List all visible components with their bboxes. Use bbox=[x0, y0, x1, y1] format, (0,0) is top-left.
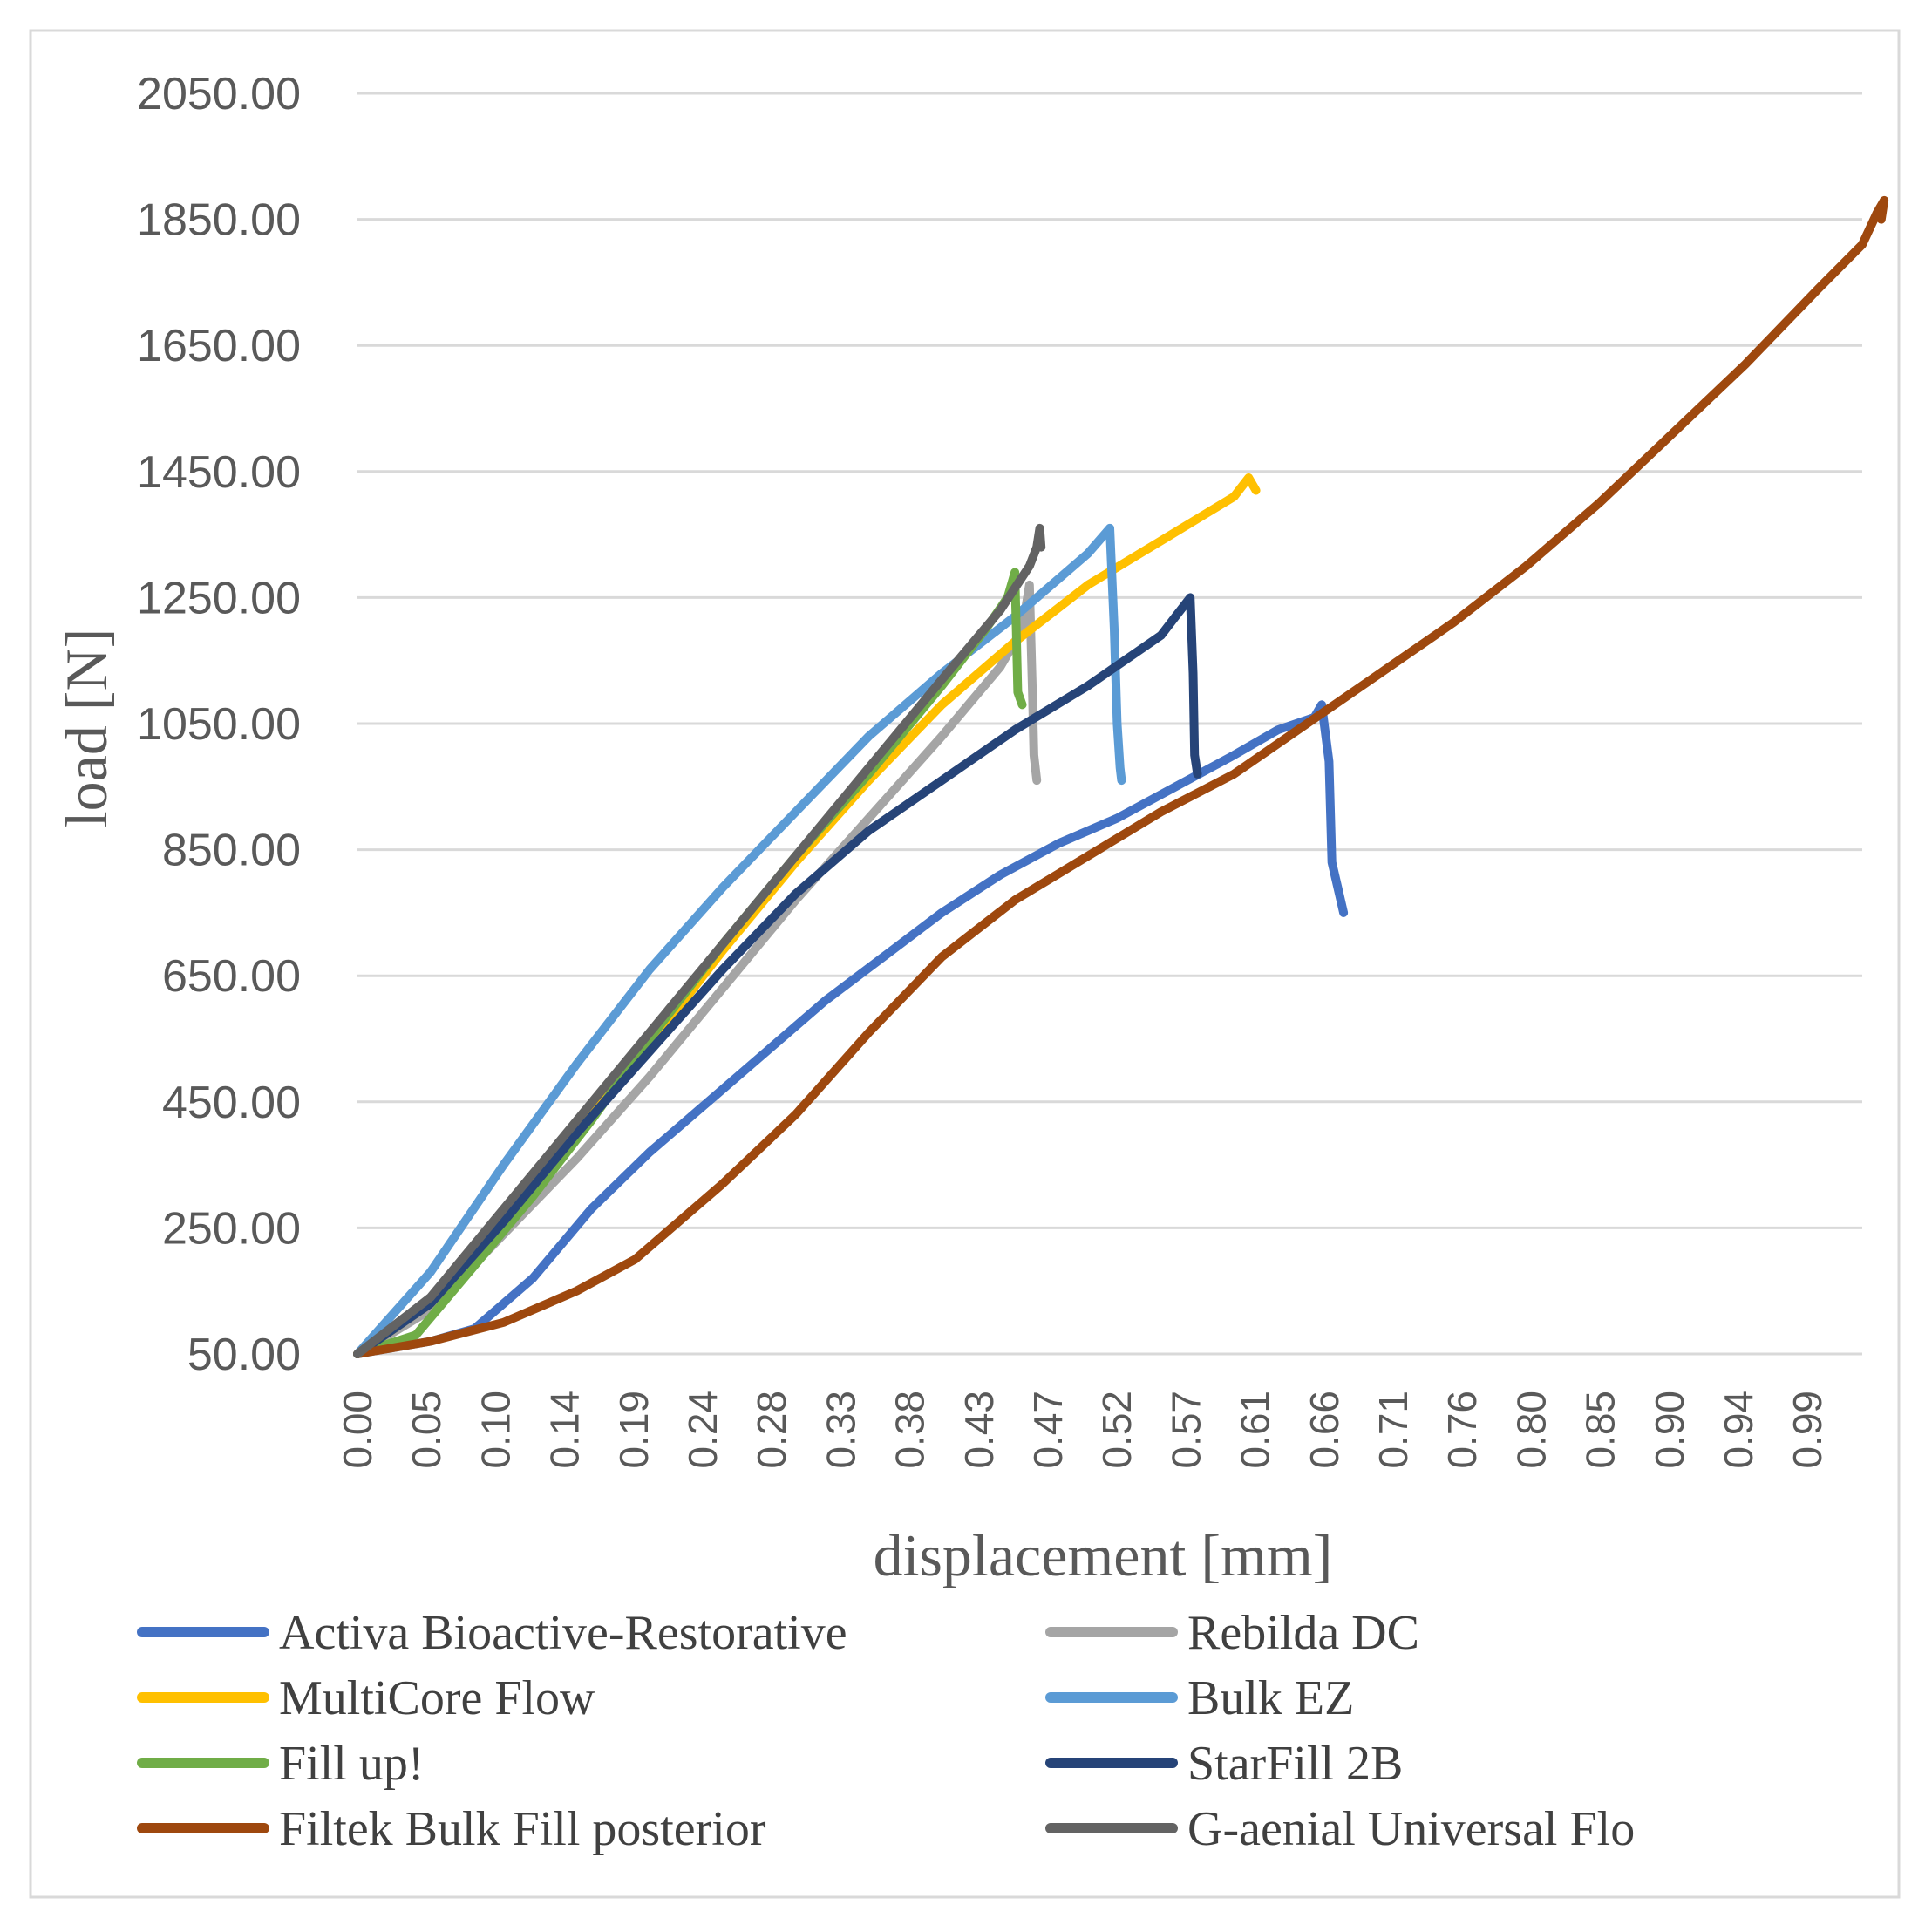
series-line-4 bbox=[353, 523, 1126, 1358]
x-axis-title: displacement [mm] bbox=[874, 1522, 1333, 1588]
x-tick-label: 0.80 bbox=[1508, 1391, 1554, 1469]
y-tick-label: 1850.00 bbox=[137, 195, 301, 246]
x-tick-label: 0.71 bbox=[1371, 1391, 1416, 1469]
legend-label: Bulk EZ bbox=[1187, 1671, 1354, 1725]
x-tick-label: 0.10 bbox=[473, 1391, 518, 1469]
series-lines bbox=[353, 195, 1889, 1358]
legend: Activa Bioactive-Restorative MultiCore Fl… bbox=[137, 1606, 1635, 1856]
x-tick-label: 0.99 bbox=[1785, 1391, 1830, 1469]
series-line-2 bbox=[353, 580, 1042, 1358]
legend-label: G-aenial Universal Flo bbox=[1187, 1802, 1635, 1856]
legend-label: Fill up! bbox=[279, 1737, 424, 1791]
x-tick-label: 0.33 bbox=[818, 1391, 863, 1469]
gridlines bbox=[357, 92, 1862, 1356]
x-tick-label: 0.90 bbox=[1647, 1391, 1692, 1469]
series-line-8 bbox=[353, 523, 1046, 1358]
x-tick-label: 0.94 bbox=[1716, 1391, 1761, 1469]
series-line-7 bbox=[353, 195, 1889, 1358]
x-tick-label: 0.00 bbox=[335, 1391, 380, 1469]
x-tick-label: 0.19 bbox=[611, 1391, 656, 1469]
x-tick-label: 0.05 bbox=[404, 1391, 449, 1469]
y-tick-label: 450.00 bbox=[162, 1078, 301, 1128]
legend-label: Rebilda DC bbox=[1187, 1606, 1419, 1660]
y-axis-ticks: 50.00 250.00 450.00 650.00 850.00 1050.00 1250… bbox=[137, 69, 301, 1380]
x-tick-label: 0.57 bbox=[1163, 1391, 1208, 1469]
y-tick-label: 50.00 bbox=[187, 1330, 301, 1380]
y-tick-label: 650.00 bbox=[162, 951, 301, 1002]
series-line-6 bbox=[353, 593, 1202, 1358]
x-tick-label: 0.47 bbox=[1025, 1391, 1071, 1469]
series-line-1 bbox=[353, 700, 1349, 1358]
y-tick-label: 1050.00 bbox=[137, 699, 301, 750]
legend-label: Activa Bioactive-Restorative bbox=[279, 1606, 847, 1660]
y-tick-label: 850.00 bbox=[162, 826, 301, 876]
x-axis-ticks: 0.00 0.05 0.10 0.14 0.19 0.24 0.28 0.33 0.38 0.43… bbox=[335, 1391, 1830, 1469]
x-tick-label: 0.76 bbox=[1439, 1391, 1485, 1469]
legend-label: StarFill 2B bbox=[1187, 1737, 1403, 1791]
y-tick-label: 1250.00 bbox=[137, 573, 301, 623]
y-tick-label: 1650.00 bbox=[137, 321, 301, 371]
legend-label: MultiCore Flow bbox=[279, 1671, 595, 1725]
x-tick-label: 0.38 bbox=[888, 1391, 933, 1469]
x-tick-label: 0.24 bbox=[680, 1391, 725, 1469]
legend-label: Filtek Bulk Fill posterior bbox=[279, 1802, 766, 1856]
x-tick-label: 0.14 bbox=[542, 1391, 588, 1469]
x-tick-label: 0.52 bbox=[1094, 1391, 1139, 1469]
y-axis-title: load [N] bbox=[53, 629, 119, 827]
x-tick-label: 0.66 bbox=[1302, 1391, 1347, 1469]
x-tick-label: 0.61 bbox=[1233, 1391, 1278, 1469]
y-tick-label: 1450.00 bbox=[137, 447, 301, 498]
x-tick-label: 0.43 bbox=[956, 1391, 1002, 1469]
x-tick-label: 0.85 bbox=[1578, 1391, 1623, 1469]
y-tick-label: 250.00 bbox=[162, 1203, 301, 1254]
figure-border bbox=[29, 29, 1901, 1899]
x-tick-label: 0.28 bbox=[749, 1391, 794, 1469]
y-tick-label: 2050.00 bbox=[137, 69, 301, 119]
